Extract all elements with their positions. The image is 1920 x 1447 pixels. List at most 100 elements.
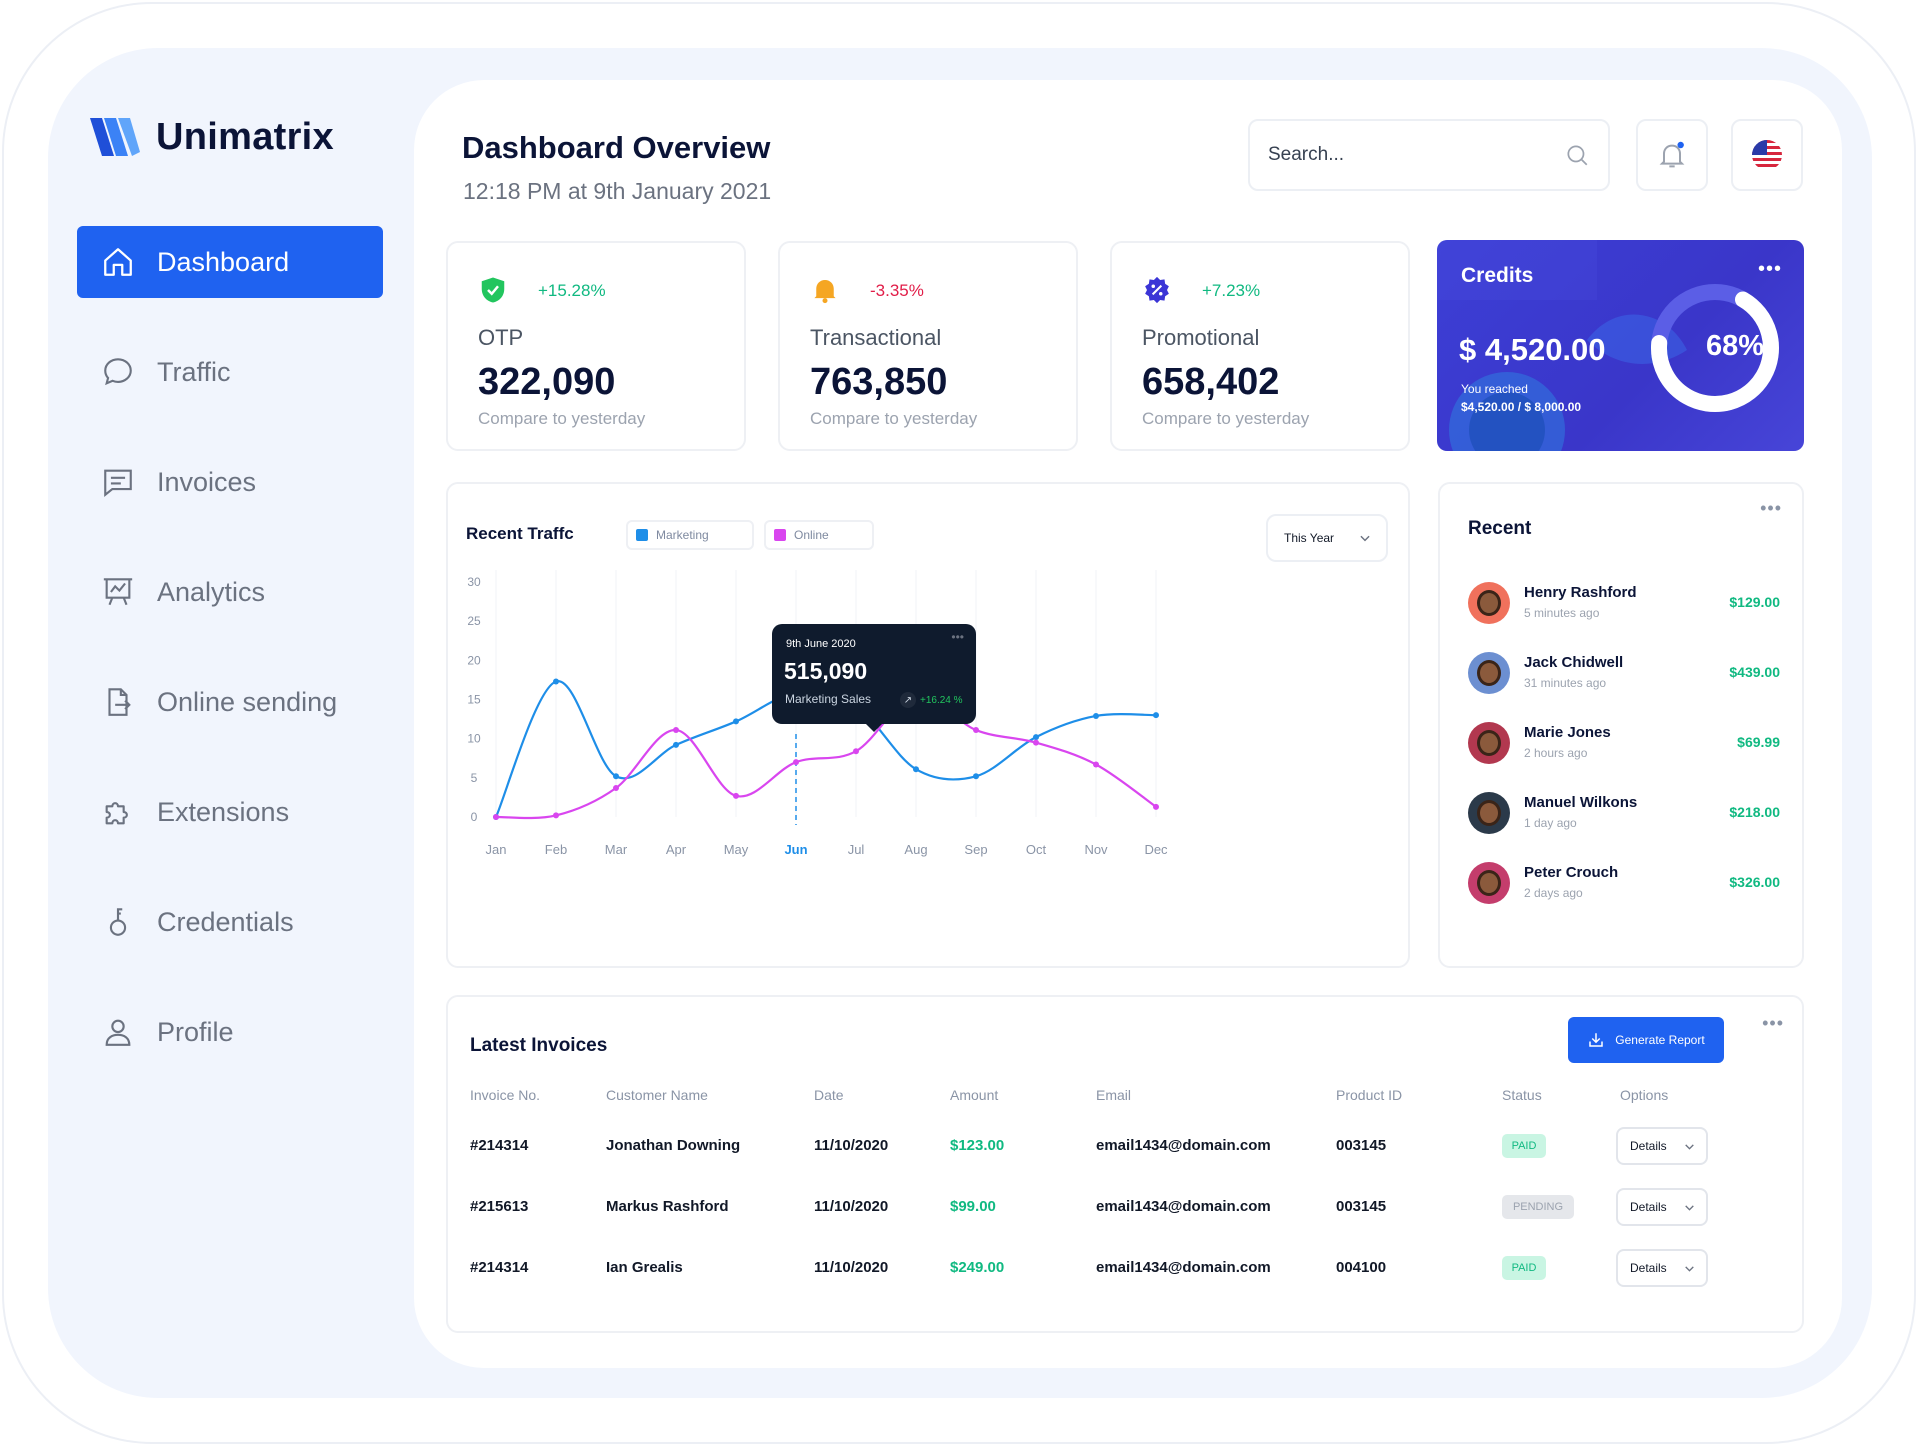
data-point-online[interactable] bbox=[853, 748, 859, 755]
brand-logo[interactable]: Unimatrix bbox=[88, 114, 334, 160]
legend-online[interactable]: Online bbox=[764, 520, 874, 550]
credits-background-decoration bbox=[1437, 240, 1687, 451]
range-select[interactable]: This Year bbox=[1266, 514, 1388, 562]
sidebar-item-dashboard[interactable]: Dashboard bbox=[77, 226, 383, 298]
sidebar-item-label: Extensions bbox=[157, 796, 290, 827]
column-header: Options bbox=[1620, 1087, 1669, 1103]
status-badge: PAID bbox=[1502, 1134, 1546, 1158]
generate-report-button[interactable]: Generate Report bbox=[1568, 1017, 1724, 1063]
customer-email: email1434@domain.com bbox=[1096, 1198, 1271, 1215]
generate-report-label: Generate Report bbox=[1615, 1033, 1705, 1047]
sidebar-item-label: Traffic bbox=[157, 356, 231, 387]
sidebar-item-analytics[interactable]: Analytics bbox=[77, 556, 383, 628]
sidebar-item-label: Online sending bbox=[157, 686, 338, 717]
data-point-online[interactable] bbox=[733, 792, 739, 799]
data-point-marketing[interactable] bbox=[913, 766, 919, 773]
credits-percent: 68% bbox=[1705, 330, 1765, 362]
invoice-number: #214314 bbox=[470, 1259, 529, 1276]
recent-item[interactable]: Peter Crouch 2 days ago $326.00 bbox=[1468, 860, 1780, 910]
data-point-online[interactable] bbox=[493, 814, 499, 820]
x-tick-label: Feb bbox=[545, 842, 567, 857]
sidebar-item-traffic[interactable]: Traffic bbox=[77, 336, 383, 408]
chevron-down-icon bbox=[1685, 1143, 1694, 1150]
data-point-online[interactable] bbox=[1093, 761, 1099, 768]
invoice-amount: $123.00 bbox=[950, 1137, 1005, 1154]
y-tick-label: 20 bbox=[467, 653, 481, 667]
data-point-online[interactable] bbox=[673, 727, 679, 734]
data-point-online[interactable] bbox=[1153, 803, 1159, 810]
recent-item[interactable]: Jack Chidwell 31 minutes ago $439.00 bbox=[1468, 650, 1780, 700]
page-subtitle: 12:18 PM at 9th January 2021 bbox=[463, 178, 772, 204]
data-point-marketing[interactable] bbox=[673, 741, 679, 748]
details-dropdown[interactable]: Details bbox=[1616, 1127, 1708, 1165]
y-tick-label: 30 bbox=[467, 575, 481, 589]
data-point-marketing[interactable] bbox=[733, 718, 739, 725]
sidebar-item-extensions[interactable]: Extensions bbox=[77, 776, 383, 848]
data-point-online[interactable] bbox=[1033, 739, 1039, 746]
data-point-marketing[interactable] bbox=[1093, 712, 1099, 719]
credits-amount: $ 4,520.00 bbox=[1459, 332, 1606, 367]
search-box[interactable] bbox=[1248, 119, 1610, 191]
legend-marketing[interactable]: Marketing bbox=[626, 520, 754, 550]
x-tick-label: May bbox=[724, 842, 749, 857]
product-id: 003145 bbox=[1336, 1198, 1387, 1215]
invoices-more-icon[interactable]: ••• bbox=[1762, 1013, 1784, 1033]
credits-more-icon[interactable]: ••• bbox=[1757, 258, 1782, 280]
chevron-down-icon bbox=[1360, 535, 1370, 542]
x-tick-label: Oct bbox=[1026, 842, 1047, 857]
recent-time: 2 days ago bbox=[1524, 886, 1583, 900]
x-tick-label: Sep bbox=[964, 842, 987, 857]
recent-name: Jack Chidwell bbox=[1524, 654, 1624, 671]
invoice-date: 11/10/2020 bbox=[814, 1198, 889, 1215]
sidebar-item-label: Credentials bbox=[157, 906, 294, 937]
search-input[interactable] bbox=[1268, 144, 1548, 166]
column-header: Invoice No. bbox=[470, 1087, 541, 1103]
sidebar-item-label: Dashboard bbox=[157, 246, 290, 277]
sidebar-item-invoices[interactable]: Invoices bbox=[77, 446, 383, 518]
recent-item[interactable]: Henry Rashford 5 minutes ago $129.00 bbox=[1468, 580, 1780, 630]
data-point-online[interactable] bbox=[553, 812, 559, 819]
y-tick-label: 10 bbox=[467, 732, 481, 746]
column-header: Product ID bbox=[1336, 1087, 1403, 1103]
legend-label: Marketing bbox=[656, 528, 709, 542]
traffic-title: Recent Traffc bbox=[466, 524, 574, 543]
tooltip-pointer bbox=[866, 724, 882, 732]
search-icon[interactable] bbox=[1564, 142, 1590, 168]
data-point-marketing[interactable] bbox=[1033, 734, 1039, 741]
notifications-button[interactable] bbox=[1636, 119, 1708, 191]
credits-card: Credits ••• $ 4,520.00 You reached $4,52… bbox=[1437, 240, 1804, 451]
recent-amount: $326.00 bbox=[1729, 874, 1780, 890]
invoice-date: 11/10/2020 bbox=[814, 1137, 889, 1154]
invoice-amount: $99.00 bbox=[950, 1198, 996, 1215]
data-point-online[interactable] bbox=[793, 759, 799, 766]
legend-swatch bbox=[774, 529, 786, 541]
data-point-marketing[interactable] bbox=[973, 773, 979, 780]
sidebar-item-profile[interactable]: Profile bbox=[77, 996, 383, 1068]
recent-more-icon[interactable]: ••• bbox=[1760, 498, 1782, 518]
data-point-marketing[interactable] bbox=[553, 678, 559, 685]
language-button[interactable] bbox=[1731, 119, 1803, 191]
details-dropdown[interactable]: Details bbox=[1616, 1188, 1708, 1226]
tooltip-change: +16.24 % bbox=[920, 695, 963, 706]
avatar bbox=[1468, 582, 1510, 624]
recent-name: Henry Rashford bbox=[1524, 584, 1637, 601]
invoices-title: Latest Invoices bbox=[470, 1035, 608, 1056]
invoice-number: #215613 bbox=[470, 1198, 529, 1215]
stat-change: +7.23% bbox=[1202, 281, 1261, 300]
credits-reached-label: You reached bbox=[1461, 382, 1528, 396]
sidebar-item-credentials[interactable]: Credentials bbox=[77, 886, 383, 958]
data-point-marketing[interactable] bbox=[613, 773, 619, 780]
recent-item[interactable]: Manuel Wilkons 1 day ago $218.00 bbox=[1468, 790, 1780, 840]
sidebar-item-online-sending[interactable]: Online sending bbox=[77, 666, 383, 738]
data-point-online[interactable] bbox=[613, 785, 619, 792]
y-tick-label: 5 bbox=[471, 771, 478, 785]
stat-value: 658,402 bbox=[1142, 361, 1280, 403]
data-point-online[interactable] bbox=[973, 727, 979, 734]
column-header: Date bbox=[814, 1087, 844, 1103]
details-dropdown[interactable]: Details bbox=[1616, 1249, 1708, 1287]
puzzle-icon bbox=[105, 802, 128, 825]
recent-item[interactable]: Marie Jones 2 hours ago $69.99 bbox=[1468, 720, 1780, 770]
details-label: Details bbox=[1630, 1261, 1667, 1275]
data-point-marketing[interactable] bbox=[1153, 712, 1159, 719]
recent-amount: $129.00 bbox=[1729, 594, 1780, 610]
